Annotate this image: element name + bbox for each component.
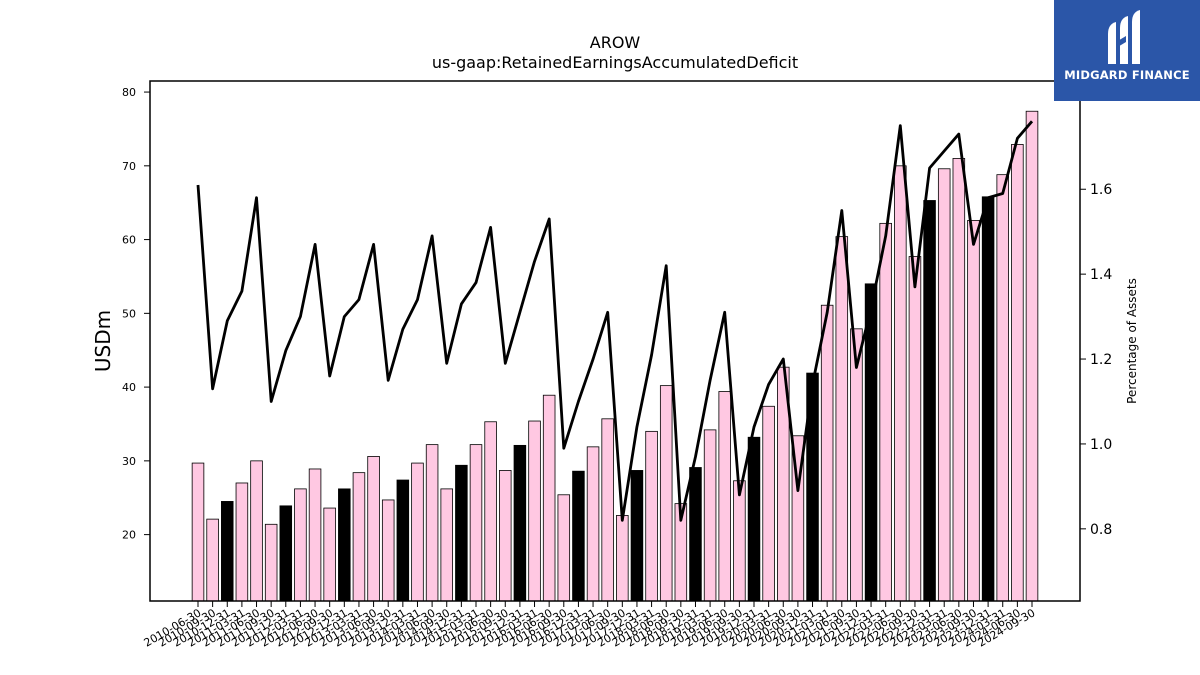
- bar: [264, 523, 278, 602]
- bar: [235, 482, 249, 602]
- x-axis: 2010-06-302010-09-302010-12-312011-03-31…: [142, 601, 1038, 650]
- bar: [425, 444, 439, 602]
- bar: [908, 256, 922, 602]
- percentage-line: [196, 120, 1034, 522]
- bar: [894, 165, 907, 602]
- bar: [528, 420, 541, 602]
- bar: [499, 470, 512, 602]
- bar: [659, 385, 673, 602]
- bar: [981, 196, 995, 602]
- bar: [864, 283, 878, 602]
- right-axis: 0.8 1.0 1.2 1.4 1.6: [1080, 182, 1112, 538]
- bar: [616, 515, 629, 602]
- y-axis-label: USDm: [91, 310, 115, 372]
- bar: [601, 418, 614, 602]
- bar: [221, 501, 234, 602]
- bar: [996, 174, 1009, 602]
- y2-tick-label: 1.6: [1090, 182, 1112, 198]
- bar: [879, 222, 892, 602]
- bar: [411, 462, 424, 602]
- bar: [308, 468, 322, 602]
- bar: [923, 200, 936, 602]
- bar: [279, 505, 293, 602]
- chart-subtitle: us-gaap:RetainedEarningsAccumulatedDefic…: [432, 53, 798, 72]
- bar: [542, 394, 556, 602]
- bar: [835, 236, 849, 602]
- bar: [762, 405, 775, 602]
- bar: [484, 421, 497, 602]
- bar: [1025, 110, 1039, 602]
- bar: [338, 488, 351, 602]
- brand-name: MIDGARD FINANCE: [1064, 68, 1190, 82]
- bar: [718, 391, 731, 602]
- brand-logo: MIDGARD FINANCE: [1054, 0, 1200, 101]
- y-tick-label: 30: [122, 455, 136, 468]
- chart-title: AROW: [590, 33, 641, 52]
- bar: [967, 220, 980, 602]
- y2-tick-label: 0.8: [1090, 522, 1112, 538]
- y-tick-label: 70: [122, 160, 136, 173]
- bar: [206, 518, 219, 602]
- midgard-logo-icon: [1108, 10, 1140, 64]
- bar: [747, 436, 761, 602]
- bar: [294, 488, 307, 602]
- bar: [323, 507, 336, 602]
- bar: [645, 430, 658, 602]
- bar: [733, 480, 746, 602]
- y-tick-label: 60: [122, 234, 136, 247]
- y-tick-label: 20: [122, 529, 136, 542]
- bar: [689, 467, 702, 602]
- bar: [952, 158, 966, 602]
- bar: [572, 470, 585, 602]
- left-axis: 20 30 40 50 60 70 80: [122, 86, 150, 542]
- bar: [396, 479, 410, 602]
- bar: [367, 456, 380, 602]
- y2-tick-label: 1.4: [1090, 267, 1112, 283]
- y-tick-label: 40: [122, 381, 136, 394]
- bar: [557, 494, 571, 602]
- bar: [586, 446, 600, 602]
- y2-axis-label: Percentage of Assets: [1125, 278, 1139, 404]
- y-tick-label: 50: [122, 307, 136, 320]
- line-series: [196, 120, 1034, 522]
- bar: [513, 444, 527, 602]
- bar: [937, 168, 951, 602]
- bar: [352, 472, 366, 602]
- bar: [630, 470, 644, 602]
- bar: [250, 460, 263, 602]
- y-tick-label: 80: [122, 86, 136, 99]
- bar-series: [191, 110, 1039, 602]
- bar: [703, 429, 717, 602]
- plot-frame: [149, 80, 1081, 602]
- y2-tick-label: 1.2: [1090, 352, 1112, 368]
- bar: [469, 444, 483, 602]
- bar: [820, 304, 834, 602]
- bar: [381, 499, 395, 602]
- bar: [850, 328, 863, 602]
- bar: [191, 462, 205, 602]
- y2-tick-label: 1.0: [1090, 437, 1112, 453]
- bar: [455, 464, 468, 602]
- bar: [1011, 144, 1024, 602]
- bar: [440, 488, 453, 602]
